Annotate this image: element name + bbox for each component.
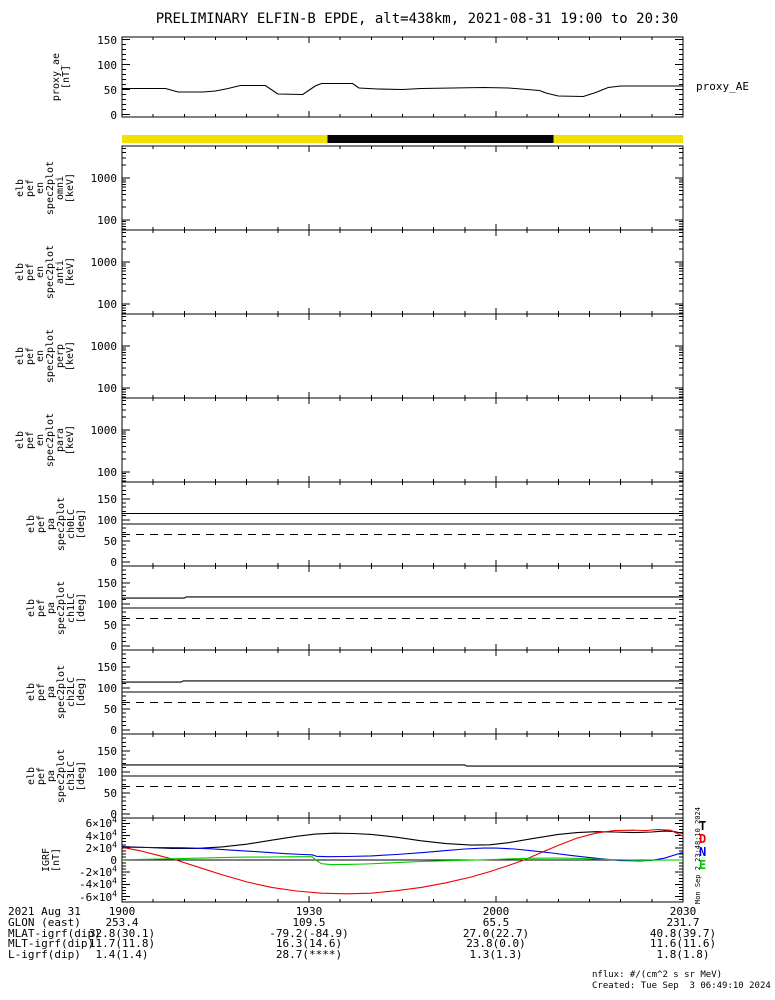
panel-label-spec_omni: elb pef en spec2plot omni [keV] [15, 160, 76, 216]
axis-row-value: 28.7(****) [275, 948, 343, 962]
y-tick-label: 0 [110, 108, 117, 122]
axis-row-value: 11.6(11.6) [649, 937, 717, 951]
axis-row-value: 11.7(11.8) [88, 937, 156, 951]
y-tick-label: 2×104 [85, 840, 117, 855]
y-tick-label: 1000 [90, 423, 118, 437]
y-tick-label: 50 [103, 618, 117, 632]
axis-row-label-2: MLAT-igrf(dip) [8, 926, 101, 940]
legend-D: D [699, 832, 707, 846]
panel-label-pa_ch1lc: elb pef pa spec2plot ch1LC [deg] [26, 580, 87, 636]
axis-row-value: 2000 [482, 905, 510, 918]
y-tick-label: 0 [110, 807, 117, 821]
axis-row-value: 1.3(1.3) [469, 948, 523, 962]
panel-label-spec_anti: elb pef en spec2plot anti [keV] [15, 244, 76, 300]
axis-row-value: 40.8(39.7) [649, 926, 717, 940]
y-tick-label: 100 [97, 597, 117, 611]
panel-spec_para-frame [121, 397, 684, 483]
legend-T: T [699, 819, 707, 833]
axis-row-value: 2030 [669, 905, 697, 918]
y-tick-label: 50 [103, 786, 117, 800]
axis-row-value: 23.8(0.0) [466, 937, 526, 951]
panel-label-spec_para: elb pef en spec2plot para [keV] [15, 412, 76, 468]
series-pa_ch1lc-antilosscone [122, 596, 683, 599]
legend-E: E [699, 858, 707, 872]
y-tick-label: 150 [97, 660, 117, 674]
orbit-bar-segment-night [327, 135, 554, 143]
orbit-bar-segment-day [122, 135, 328, 143]
nflux-units-note: nflux: #/(cm^2 s sr MeV) [592, 970, 723, 980]
y-tick-label: 0 [110, 555, 117, 569]
series-igrf-E [121, 856, 684, 866]
y-tick-label: 4×104 [85, 827, 117, 843]
y-tick-label: -2×104 [79, 864, 117, 880]
y-tick-label: 1000 [90, 339, 118, 353]
y-tick-label: 0 [110, 723, 117, 737]
y-tick-label: 100 [97, 765, 117, 779]
axis-row-value: 1.4(1.4) [95, 948, 149, 962]
series-igrf-T [121, 830, 684, 849]
y-tick-label: 1000 [90, 171, 118, 185]
panel-label-pa_ch3lc: elb pef pa spec2plot ch3LC [deg] [26, 748, 87, 804]
y-tick-label: 1000 [90, 255, 118, 269]
legend-N: N [699, 845, 707, 859]
y-tick-label: 100 [97, 513, 117, 527]
panel-label-spec_perp: elb pef en spec2plot perp [keV] [15, 328, 76, 384]
axis-row-value: 32.8(30.1) [88, 926, 156, 940]
y-tick-label: 50 [103, 702, 117, 716]
plot-title: PRELIMINARY ELFIN-B EPDE, alt=438km, 202… [155, 11, 679, 27]
y-tick-label: 0 [110, 639, 117, 653]
orbit-bar-segment-day [553, 135, 683, 143]
panel-label-pa_ch2lc: elb pef pa spec2plot ch2LC [deg] [26, 664, 87, 720]
axis-row-value: 27.0(22.7) [462, 926, 530, 940]
panel-proxy_ae-frame [121, 36, 684, 118]
y-tick-label: -6×104 [79, 888, 117, 904]
y-tick-label: 50 [103, 534, 117, 548]
panel-label-proxy_ae: proxy_ae [nT] [51, 52, 72, 102]
axis-row-value: 1930 [295, 905, 323, 918]
y-tick-label: -4×104 [79, 876, 117, 892]
created-timestamp: Created: Tue Sep 3 06:49:10 2024 [592, 981, 771, 991]
axis-row-value: 1900 [108, 905, 136, 918]
y-tick-label: 150 [97, 492, 117, 506]
axis-row-value: 109.5 [292, 915, 326, 929]
axis-row-label-0: 2021 Aug 31 [8, 905, 81, 918]
y-tick-label: 150 [97, 576, 117, 590]
y-tick-label: 100 [97, 465, 117, 479]
y-tick-label: 6×104 [85, 815, 117, 831]
panel-spec_anti-frame [121, 229, 684, 315]
axis-row-value: 231.7 [666, 915, 700, 929]
y-tick-label: 100 [97, 681, 117, 695]
y-tick-label: 100 [97, 381, 117, 395]
series-pa_ch2lc-antilosscone [122, 680, 683, 683]
panel-spec_perp-frame [121, 313, 684, 399]
series-proxy_ae-proxy_AE [122, 82, 683, 98]
axis-row-label-1: GLON (east) [8, 915, 81, 929]
y-tick-label: 100 [97, 297, 117, 311]
proxy-ae-right-label: proxy_AE [696, 80, 749, 93]
y-tick-label: 0 [110, 854, 117, 867]
axis-row-value: 253.4 [105, 915, 139, 929]
y-tick-label: 150 [97, 744, 117, 758]
axis-row-label-3: MLT-igrf(dip) [8, 937, 95, 951]
y-tick-label: 150 [97, 33, 117, 47]
series-igrf-D [121, 829, 684, 895]
axis-row-value: 65.5 [482, 915, 510, 929]
y-tick-label: 100 [97, 213, 117, 227]
panel-label-igrf: IGRF [nT] [41, 847, 62, 873]
panel-label-pa_ch0lc: elb pef pa spec2plot ch0LC [deg] [26, 496, 87, 552]
axis-row-label-4: L-igrf(dip) [8, 948, 81, 962]
y-tick-label: 50 [103, 83, 117, 97]
panel-spec_omni-frame [121, 145, 684, 231]
axis-row-value: 16.3(14.6) [275, 937, 343, 951]
axis-row-value: -79.2(-84.9) [269, 926, 349, 940]
axis-row-value: 1.8(1.8) [656, 948, 710, 962]
series-pa_ch3lc-antilosscone [122, 764, 683, 767]
y-tick-label: 100 [97, 58, 117, 72]
